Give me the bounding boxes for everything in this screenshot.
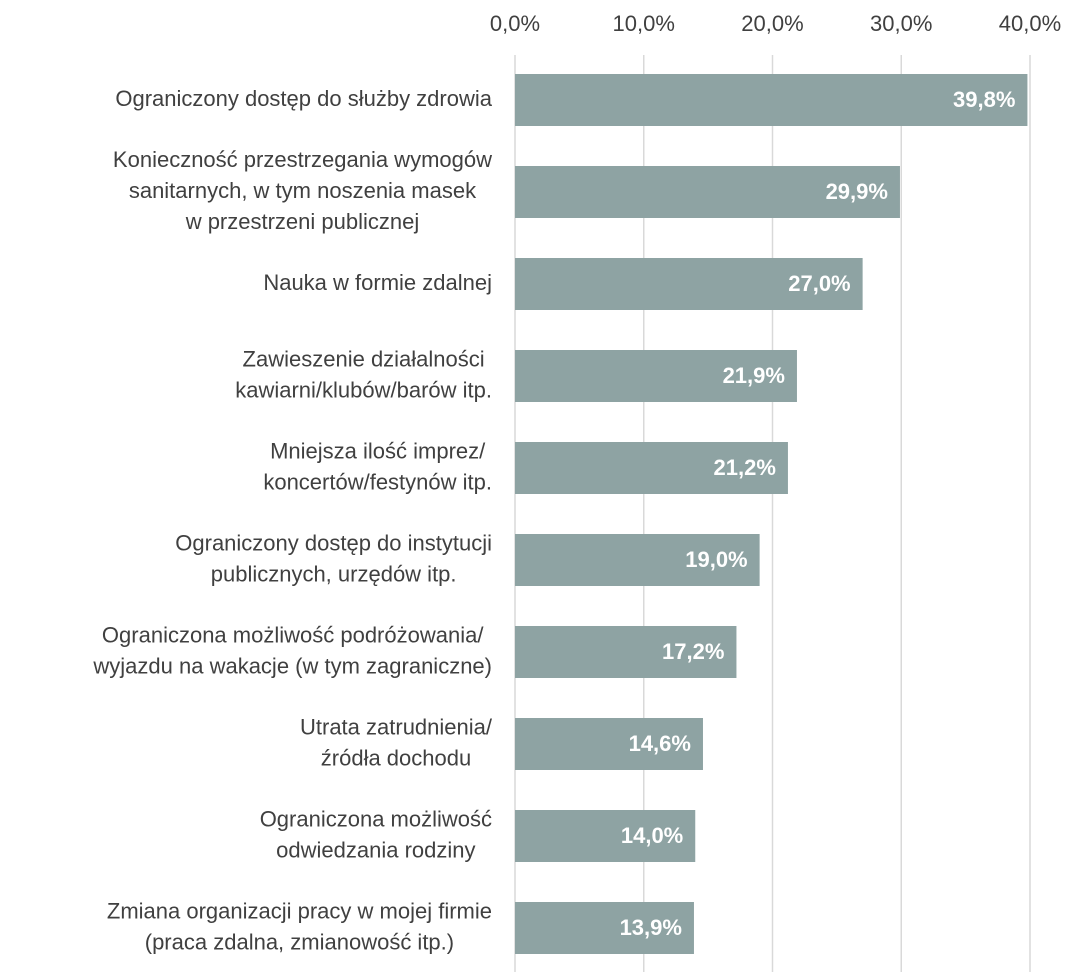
value-label: 17,2% bbox=[662, 639, 724, 664]
category-label: Zawieszenie działalności bbox=[243, 346, 485, 371]
bar bbox=[515, 258, 863, 310]
x-tick-label: 10,0% bbox=[613, 11, 675, 36]
category-label: Ograniczona możliwość podróżowania/ bbox=[102, 622, 484, 647]
value-label: 29,9% bbox=[826, 179, 888, 204]
category-label: koncertów/festynów itp. bbox=[263, 469, 492, 494]
value-label: 14,6% bbox=[629, 731, 691, 756]
category-label: Konieczność przestrzegania wymogów bbox=[113, 147, 492, 172]
category-label: źródła dochodu bbox=[321, 745, 471, 770]
bar bbox=[515, 902, 694, 954]
bar bbox=[515, 810, 696, 862]
category-label: Ograniczona możliwość bbox=[260, 806, 492, 831]
bar bbox=[515, 534, 760, 586]
value-label: 14,0% bbox=[621, 823, 683, 848]
category-label: w przestrzeni publicznej bbox=[185, 209, 420, 234]
category-label: (praca zdalna, zmianowość itp.) bbox=[145, 929, 454, 954]
value-label: 21,9% bbox=[723, 363, 785, 388]
category-label: publicznych, urzędów itp. bbox=[211, 561, 457, 586]
value-label: 39,8% bbox=[953, 87, 1015, 112]
x-tick-label: 20,0% bbox=[741, 11, 803, 36]
category-label: sanitarnych, w tym noszenia masek bbox=[129, 178, 477, 203]
category-label: Ograniczony dostęp do służby zdrowia bbox=[115, 86, 492, 111]
category-label: Utrata zatrudnienia/ bbox=[300, 714, 493, 739]
bar bbox=[515, 74, 1028, 126]
bar bbox=[515, 350, 797, 402]
category-label: Ograniczony dostęp do instytucji bbox=[175, 530, 492, 555]
category-label: Zmiana organizacji pracy w mojej firmie bbox=[107, 898, 492, 923]
x-tick-label: 0,0% bbox=[490, 11, 540, 36]
value-label: 21,2% bbox=[714, 455, 776, 480]
value-label: 27,0% bbox=[788, 271, 850, 296]
value-label: 13,9% bbox=[620, 915, 682, 940]
category-label: wyjazdu na wakacje (w tym zagraniczne) bbox=[92, 653, 492, 678]
value-label: 19,0% bbox=[685, 547, 747, 572]
bar bbox=[515, 166, 900, 218]
x-tick-label: 40,0% bbox=[999, 11, 1061, 36]
category-label: Nauka w formie zdalnej bbox=[263, 270, 492, 295]
category-label: Mniejsza ilość imprez/ bbox=[270, 438, 486, 463]
x-tick-label: 30,0% bbox=[870, 11, 932, 36]
category-label: odwiedzania rodziny bbox=[276, 837, 475, 862]
bar bbox=[515, 442, 788, 494]
bar bbox=[515, 718, 703, 770]
bar bbox=[515, 626, 737, 678]
category-label: kawiarni/klubów/barów itp. bbox=[235, 377, 492, 402]
